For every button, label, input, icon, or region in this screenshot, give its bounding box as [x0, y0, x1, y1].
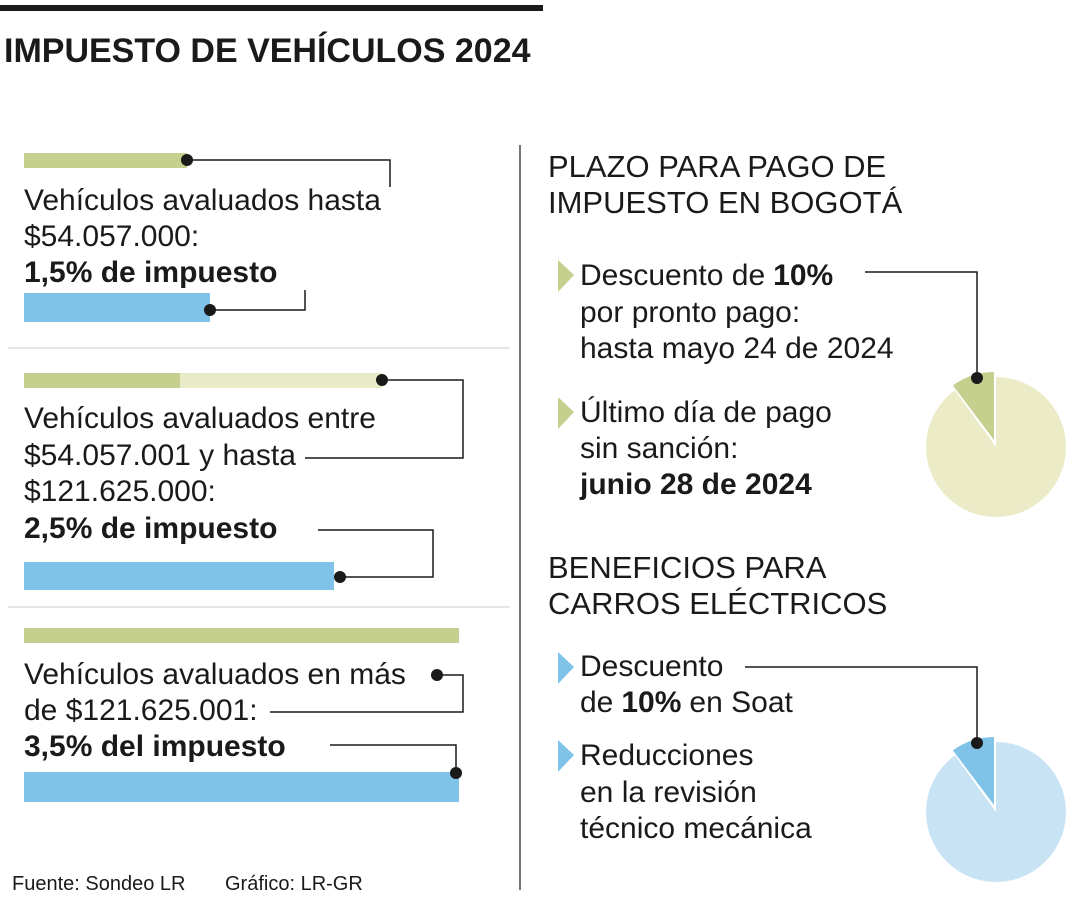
pie-slice — [952, 372, 994, 440]
bar — [24, 772, 459, 802]
pie-slice — [952, 737, 994, 805]
dot — [450, 767, 462, 779]
item-text: Descuento — [580, 650, 723, 683]
tier-rate: 3,5% del impuesto — [24, 730, 286, 763]
tier-text: $121.625.000: — [24, 475, 216, 508]
dot — [181, 154, 193, 166]
item-text: de — [580, 686, 613, 719]
item-text: técnico mecánica — [580, 812, 812, 845]
bar — [24, 293, 210, 322]
bar — [24, 628, 459, 643]
item-text: de 10% en Soat — [580, 686, 794, 719]
connector — [745, 666, 978, 743]
arrow — [558, 397, 574, 429]
dot — [204, 304, 216, 316]
bar — [24, 562, 334, 590]
item-text: Reducciones — [580, 739, 753, 772]
item-text: Descuento de 10% — [580, 259, 833, 292]
connector — [187, 159, 391, 187]
dot — [431, 669, 443, 681]
section-title: IMPUESTO EN BOGOTÁ — [548, 185, 903, 220]
bar — [24, 153, 187, 168]
tier-text: Vehículos avaluados entre — [24, 402, 376, 435]
dot — [376, 374, 388, 386]
connector — [865, 271, 978, 378]
tier-rate: 1,5% de impuesto — [24, 256, 277, 289]
item-bold: junio 28 de 2024 — [579, 468, 812, 501]
dot — [334, 571, 346, 583]
section-title: BENEFICIOS PARA — [548, 550, 827, 585]
arrow — [558, 740, 574, 772]
tier-rate: 2,5% de impuesto — [24, 512, 277, 545]
arrow — [558, 260, 574, 292]
connector — [305, 379, 464, 459]
bar — [180, 373, 382, 388]
section-title: PLAZO PARA PAGO DE — [548, 149, 886, 184]
bar — [24, 373, 180, 388]
source: Fuente: Sondeo LR — [12, 873, 185, 895]
item-text: hasta mayo 24 de 2024 — [580, 332, 894, 365]
item-text: por pronto pago: — [580, 296, 800, 329]
tier-text: Vehículos avaluados en más — [24, 658, 406, 691]
item-text: en la revisión — [580, 776, 757, 809]
tier-text: Vehículos avaluados hasta — [24, 184, 381, 217]
section-title: CARROS ELÉCTRICOS — [548, 586, 887, 621]
tier-text: de $121.625.001: — [24, 694, 258, 727]
item-text: en Soat — [689, 686, 793, 719]
dot — [971, 372, 983, 384]
title: IMPUESTO DE VEHÍCULOS 2024 — [4, 32, 531, 70]
item-bold: 10% — [621, 686, 681, 719]
arrow — [558, 652, 574, 684]
top-rule — [0, 5, 543, 11]
item-bold: 10% — [773, 259, 833, 292]
credit: Gráfico: LR-GR — [225, 873, 363, 895]
tier-text: $54.057.000: — [24, 220, 199, 253]
connector — [318, 529, 434, 578]
item-text: Último día de pago — [580, 396, 832, 429]
dot — [971, 737, 983, 749]
connector — [330, 744, 457, 773]
connector — [210, 290, 306, 311]
item-text: sin sanción: — [580, 432, 738, 465]
connector — [270, 674, 464, 713]
tier-text: $54.057.001 y hasta — [24, 439, 296, 472]
item-text: Descuento de — [580, 259, 765, 292]
